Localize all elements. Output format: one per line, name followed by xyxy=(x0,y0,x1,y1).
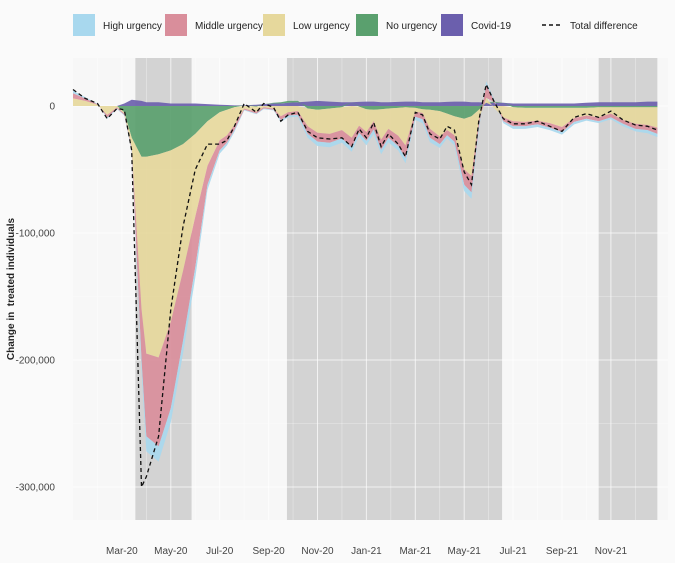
legend-key-covid-19 xyxy=(441,14,463,36)
area-low-urgency xyxy=(73,97,658,358)
y-tick-label: -200,000 xyxy=(16,356,56,367)
legend-key-middle-urgency xyxy=(165,14,187,36)
area-middle-urgency xyxy=(73,85,658,447)
y-tick-label: -100,000 xyxy=(16,229,56,240)
y-axis-ticks: 0 -100,000 -200,000 -300,000 xyxy=(16,102,56,494)
area-series-group xyxy=(73,81,658,462)
x-tick-label: Jul-21 xyxy=(499,546,527,557)
legend-label-high-urgency: High urgency xyxy=(103,21,162,32)
shaded-period-2 xyxy=(598,58,658,520)
x-tick-label: Nov-21 xyxy=(595,546,628,557)
area-no-urgency xyxy=(73,100,658,157)
y-tick-label: -300,000 xyxy=(16,483,56,494)
legend-label-no-urgency: No urgency xyxy=(386,21,437,32)
line-total-difference xyxy=(72,82,658,488)
x-axis-ticks: Mar-20 May-20 Jul-20 Sep-20 Nov-20 Jan-21 Mar-… xyxy=(106,546,627,557)
y-axis-label: Change in treated individuals xyxy=(6,217,17,360)
legend-label-total-difference: Total difference xyxy=(570,21,638,32)
x-tick-label: Jul-20 xyxy=(206,546,234,557)
x-tick-label: Nov-20 xyxy=(301,546,334,557)
legend-key-high-urgency xyxy=(73,14,95,36)
legend-label-low-urgency: Low urgency xyxy=(293,21,350,32)
legend-label-middle-urgency: Middle urgency xyxy=(195,21,263,32)
x-tick-label: Jan-21 xyxy=(351,546,382,557)
x-tick-label: May-21 xyxy=(448,546,482,557)
area-covid-19 xyxy=(73,99,658,106)
legend: High urgency Middle urgency Low urgency No … xyxy=(73,14,638,36)
x-tick-label: Mar-20 xyxy=(106,546,138,557)
x-tick-label: May-20 xyxy=(154,546,188,557)
x-tick-label: Mar-21 xyxy=(399,546,431,557)
x-tick-label: Sep-21 xyxy=(546,546,579,557)
x-tick-label: Sep-20 xyxy=(252,546,285,557)
legend-key-low-urgency xyxy=(263,14,285,36)
legend-label-covid-19: Covid-19 xyxy=(471,21,511,32)
legend-key-no-urgency xyxy=(356,14,378,36)
y-tick-label: 0 xyxy=(49,102,55,113)
gridlines xyxy=(73,58,668,520)
